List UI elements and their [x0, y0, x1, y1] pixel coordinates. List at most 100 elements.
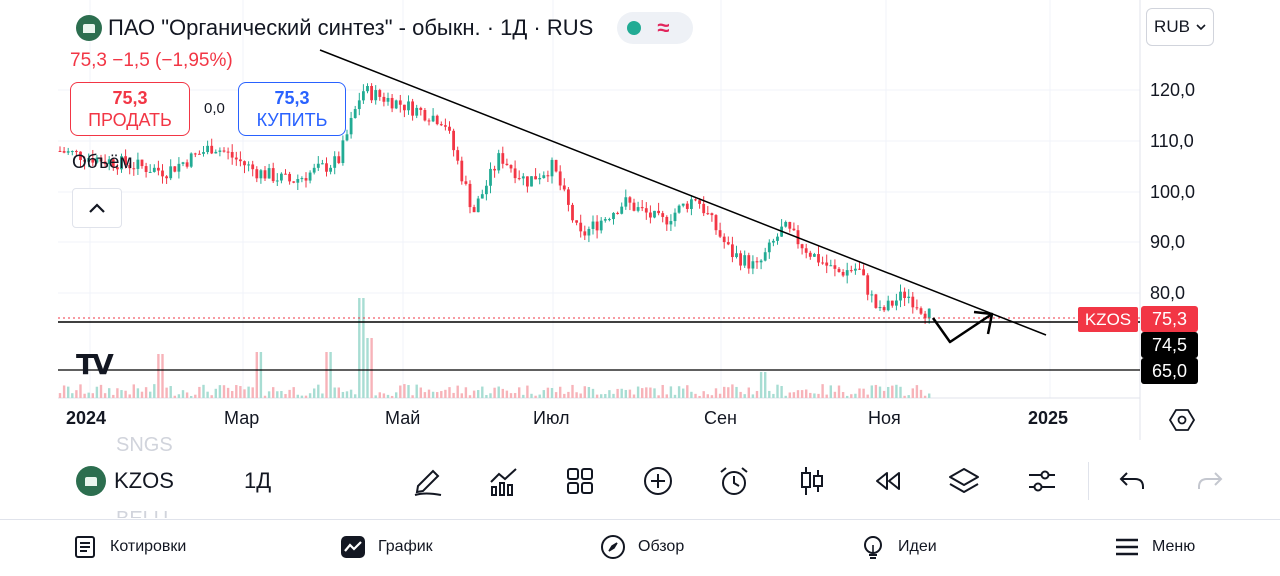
undo-button[interactable]	[1112, 461, 1152, 501]
collapse-legend-button[interactable]	[72, 188, 122, 228]
symbol-selector[interactable]: KZOS	[76, 466, 174, 496]
volume-bar	[202, 384, 205, 398]
candle-body	[923, 313, 927, 319]
volume-bar	[665, 394, 668, 398]
volume-bar	[554, 392, 558, 398]
candle-body	[628, 197, 632, 203]
candle-body	[427, 120, 431, 122]
volume-bar	[497, 386, 500, 398]
candle-body	[644, 208, 648, 213]
volume-bar	[534, 395, 537, 398]
layouts-button[interactable]	[560, 461, 600, 501]
currency-select[interactable]: RUB	[1146, 8, 1214, 46]
candle-body	[333, 156, 337, 168]
interval-button[interactable]: 1Д	[244, 468, 272, 493]
candle-body	[103, 161, 107, 165]
candle-body	[854, 268, 857, 271]
candle-body	[202, 152, 205, 154]
add-icon	[644, 467, 672, 495]
candle-body	[411, 101, 414, 116]
price-chart[interactable]	[0, 0, 1280, 440]
volume-bars	[58, 298, 931, 398]
nav-quotes[interactable]: Котировки	[72, 534, 186, 560]
candle-body	[829, 265, 833, 267]
nav-overview[interactable]: Обзор	[600, 534, 684, 560]
candle-body	[337, 156, 341, 164]
candle-body	[91, 157, 95, 163]
level-price-tag: 74,5	[1141, 332, 1198, 358]
candle-body	[206, 145, 209, 153]
candle-body	[739, 253, 742, 266]
candle-body	[226, 151, 230, 153]
candle-body	[124, 156, 127, 165]
chart-settings-button[interactable]	[1168, 406, 1196, 434]
candle-body	[841, 271, 845, 276]
nav-chart[interactable]: График	[340, 534, 433, 560]
volume-bar	[419, 387, 422, 398]
volume-bar	[870, 385, 873, 398]
candle-body	[251, 164, 255, 170]
volume-bar	[485, 394, 488, 398]
volume-bar	[550, 388, 554, 398]
volume-bar	[177, 394, 181, 398]
candle-body	[271, 168, 275, 182]
price-axis-tick: 110,0	[1150, 131, 1194, 151]
volume-bar	[903, 395, 906, 398]
candle-body	[366, 86, 369, 92]
market-status-pill[interactable]: ≈	[617, 12, 694, 44]
volume-bar	[153, 384, 156, 398]
candle-body	[747, 255, 751, 269]
candle-body	[345, 134, 349, 141]
replay-button[interactable]	[868, 461, 908, 501]
candle-body	[357, 100, 361, 110]
candle-body	[858, 268, 861, 270]
volume-bar	[751, 394, 755, 398]
add-symbol-button[interactable]	[638, 461, 678, 501]
candle-body	[710, 213, 714, 216]
candle-body	[530, 176, 533, 187]
candle-body	[239, 159, 242, 162]
chart-properties-button[interactable]	[1022, 461, 1062, 501]
projection-arrow-drawing[interactable]	[931, 312, 993, 344]
volume-bar	[768, 390, 771, 398]
buy-button[interactable]: 75,3 КУПИТЬ	[238, 82, 346, 136]
candle-body	[370, 86, 373, 101]
candlestick-series	[58, 83, 931, 324]
lightbulb-icon	[864, 536, 882, 559]
candle-body	[751, 261, 755, 269]
candle-body	[677, 205, 681, 213]
volume-bar	[436, 392, 439, 398]
candle-body	[575, 220, 578, 223]
time-axis-tick: Мар	[224, 408, 260, 428]
buy-label: КУПИТЬ	[256, 110, 328, 130]
alert-button[interactable]	[714, 461, 754, 501]
indicators-button[interactable]	[484, 461, 524, 501]
candle-body	[480, 194, 484, 199]
candle-body	[120, 156, 123, 170]
nav-menu[interactable]: Меню	[1114, 534, 1195, 560]
drawing-tools-button[interactable]	[408, 461, 448, 501]
volume-bar	[300, 395, 304, 398]
candle-body	[152, 167, 156, 172]
volume-bar	[444, 389, 447, 398]
candle-body	[144, 166, 148, 172]
candle-body	[681, 203, 685, 206]
object-tree-button[interactable]	[944, 461, 984, 501]
volume-indicator-label[interactable]: Объём	[72, 152, 133, 173]
candle-body	[784, 221, 788, 227]
trend-line[interactable]	[319, 49, 1047, 336]
volume-bar	[841, 392, 845, 398]
candle-body	[743, 255, 747, 266]
volume-bar	[723, 386, 726, 398]
volume-bar	[472, 390, 476, 398]
chart-type-button[interactable]	[792, 461, 832, 501]
volume-bar	[235, 385, 238, 398]
sell-button[interactable]: 75,3 ПРОДАТЬ	[70, 82, 190, 136]
candle-body	[107, 159, 111, 165]
volume-bar	[280, 390, 283, 398]
nav-ideas[interactable]: Идеи	[860, 534, 937, 560]
volume-bar	[677, 386, 681, 398]
nav-overview-label: Обзор	[638, 538, 685, 555]
redo-button[interactable]	[1190, 461, 1230, 501]
volume-bar	[747, 387, 750, 398]
